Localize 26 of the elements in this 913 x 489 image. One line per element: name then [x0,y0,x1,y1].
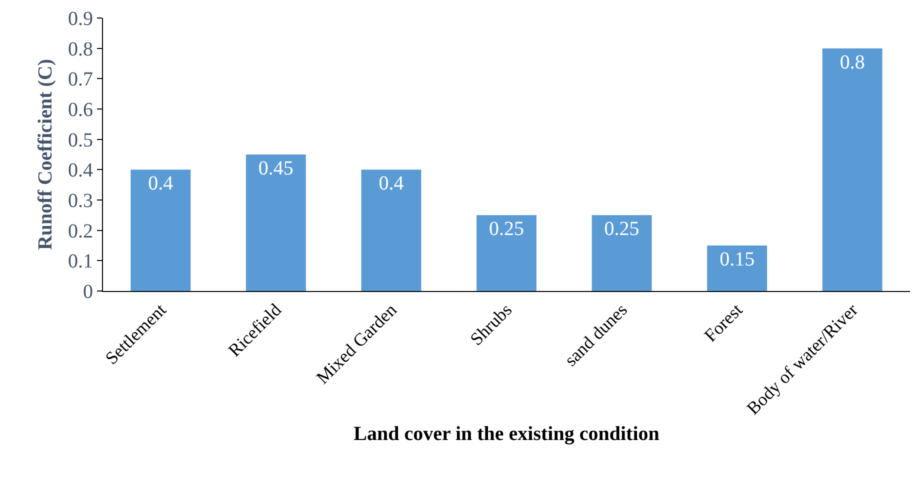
bar [246,154,306,291]
data-label: 0.45 [258,158,294,180]
bar [707,246,768,291]
bar [476,215,536,291]
y-tick-label: 0.8 [68,38,93,60]
y-tick-label: 0.7 [68,68,93,91]
y-tick-label: 0.1 [68,250,93,273]
y-tick-label: 0 [83,281,93,303]
y-axis-title: Runoff Coefficient (C) [34,58,56,250]
data-label: 0.25 [489,218,524,240]
y-tick-label: 0.9 [68,8,93,30]
bar [592,215,652,291]
y-tick-label: 0.5 [68,129,93,152]
y-tick-label: 0.6 [68,99,93,121]
y-tick-label: 0.3 [68,190,93,212]
data-label: 0.8 [840,51,865,74]
bar [822,48,882,291]
data-label: 0.25 [604,218,640,240]
data-label: 0.4 [378,172,404,195]
x-axis-title: Land cover in the existing condition [354,422,660,445]
y-tick-label: 0.4 [68,160,93,182]
y-tick-label: 0.2 [68,220,93,242]
data-label: 0.15 [720,248,755,270]
bar [361,170,422,291]
data-label: 0.4 [148,172,174,195]
bar [130,170,191,291]
